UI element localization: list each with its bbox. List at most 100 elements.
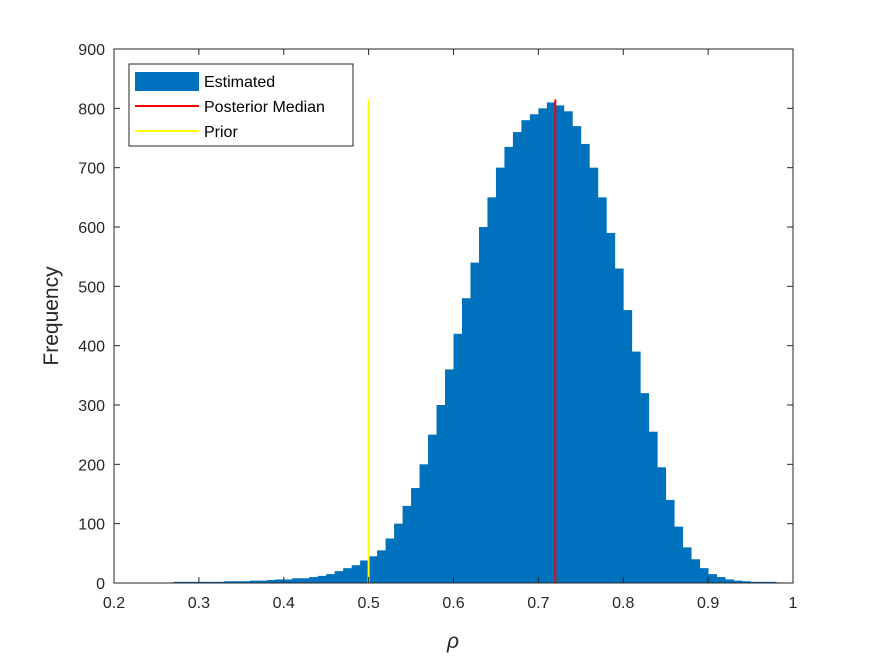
histogram-bar	[750, 581, 760, 583]
histogram-bar	[487, 197, 497, 584]
histogram-bar	[597, 197, 607, 584]
histogram-bar	[691, 559, 701, 583]
histogram-bar	[631, 351, 641, 583]
x-axis-label: ρ	[446, 630, 459, 653]
histogram-bar	[699, 568, 709, 583]
histogram-bar	[292, 578, 302, 583]
histogram-bar	[266, 580, 276, 583]
histogram-bar	[428, 434, 437, 583]
histogram-bar	[623, 310, 633, 583]
histogram-bar	[546, 102, 556, 584]
histogram-bar	[495, 167, 505, 583]
y-tick-label: 500	[78, 279, 105, 296]
histogram-bar	[572, 126, 582, 583]
y-tick-label: 700	[78, 161, 105, 178]
histogram-bar	[419, 464, 429, 583]
x-tick-label: 0.7	[527, 595, 549, 612]
histogram-bar	[563, 111, 573, 584]
histogram-bar	[529, 114, 539, 584]
x-tick-label: 0.9	[697, 595, 719, 612]
histogram-bar	[682, 547, 692, 583]
histogram-bar	[606, 232, 616, 583]
histogram-bar	[445, 369, 454, 583]
x-tick-label: 0.8	[612, 595, 634, 612]
histogram-bar	[657, 467, 667, 583]
legend-label-posterior-median: Posterior Median	[204, 99, 325, 116]
legend-swatch-estimated	[135, 72, 199, 91]
histogram-bar	[385, 538, 395, 583]
histogram-bar	[648, 431, 658, 583]
histogram-bar	[190, 581, 200, 583]
histogram-bar	[411, 488, 420, 583]
histogram-bar	[742, 581, 751, 583]
histogram-bar	[402, 505, 412, 583]
histogram-bar	[334, 571, 344, 583]
histogram-bar	[207, 581, 217, 583]
histogram-bar	[283, 579, 293, 583]
histogram-bar	[589, 167, 599, 583]
histogram-bar	[198, 581, 208, 583]
histogram-bar	[640, 393, 650, 583]
y-axis-label: Frequency	[40, 266, 63, 366]
y-tick-label: 600	[78, 220, 105, 237]
histogram-bar	[224, 581, 234, 583]
histogram-bar	[181, 581, 191, 583]
histogram-bar	[759, 581, 768, 583]
histogram-bar	[504, 146, 514, 583]
histogram-bar	[674, 526, 684, 583]
x-axis-ticks: 0.2 0.3 0.4 0.5 0.6 0.7 0.8 0.9 1	[103, 49, 798, 612]
histogram-bar	[394, 523, 403, 583]
histogram-bar	[436, 405, 446, 583]
histogram-bar	[461, 298, 471, 583]
histogram-bar	[360, 560, 370, 583]
reference-lines	[367, 99, 557, 583]
histogram-bar	[725, 579, 734, 583]
x-tick-label: 0.2	[103, 595, 125, 612]
histogram-bar	[241, 581, 251, 583]
legend: Estimated Posterior Median Prior	[128, 63, 354, 147]
x-tick-label: 0.3	[188, 595, 210, 612]
histogram-bar	[521, 120, 531, 583]
histogram-bar	[377, 550, 386, 583]
histogram-bar	[614, 268, 624, 583]
x-tick-label: 0.4	[273, 595, 295, 612]
histogram-bar	[708, 574, 718, 583]
histogram-bar	[478, 227, 488, 583]
histogram-bar	[258, 580, 268, 583]
histogram-bar	[665, 499, 675, 583]
histogram-bar	[232, 581, 242, 583]
x-tick-label: 0.6	[442, 595, 464, 612]
histogram-bar	[351, 565, 361, 583]
histogram-bar	[173, 581, 183, 583]
x-tick-label: 1	[789, 595, 798, 612]
histogram-bar	[733, 580, 743, 583]
legend-label-estimated: Estimated	[204, 74, 275, 91]
y-tick-label: 800	[78, 101, 105, 118]
y-tick-label: 300	[78, 398, 105, 415]
histogram-bar	[326, 574, 336, 583]
histogram-bar	[470, 262, 480, 583]
y-tick-label: 400	[78, 339, 105, 356]
y-tick-label: 200	[78, 457, 105, 474]
histogram-bar	[275, 579, 285, 583]
legend-label-prior: Prior	[204, 124, 238, 141]
y-axis-ticks: 0 100 200 300 400 500 600 700 800 900	[78, 42, 793, 593]
histogram-bar	[343, 568, 353, 583]
y-tick-label: 0	[96, 576, 105, 593]
histogram-bar	[309, 577, 319, 583]
histogram-bar	[512, 132, 522, 584]
histogram-bar	[767, 581, 777, 583]
histogram-bar	[317, 575, 327, 583]
histogram-bar	[368, 556, 378, 583]
histogram-bar	[538, 108, 548, 583]
histogram-bar	[300, 578, 310, 583]
histogram-bar	[555, 105, 565, 583]
y-tick-label: 900	[78, 42, 105, 59]
histogram-bar	[716, 577, 726, 583]
histogram-bar	[215, 581, 225, 583]
histogram-bar	[580, 143, 590, 583]
histogram-bars	[173, 102, 785, 584]
y-tick-label: 100	[78, 517, 105, 534]
histogram-bar	[249, 580, 259, 583]
